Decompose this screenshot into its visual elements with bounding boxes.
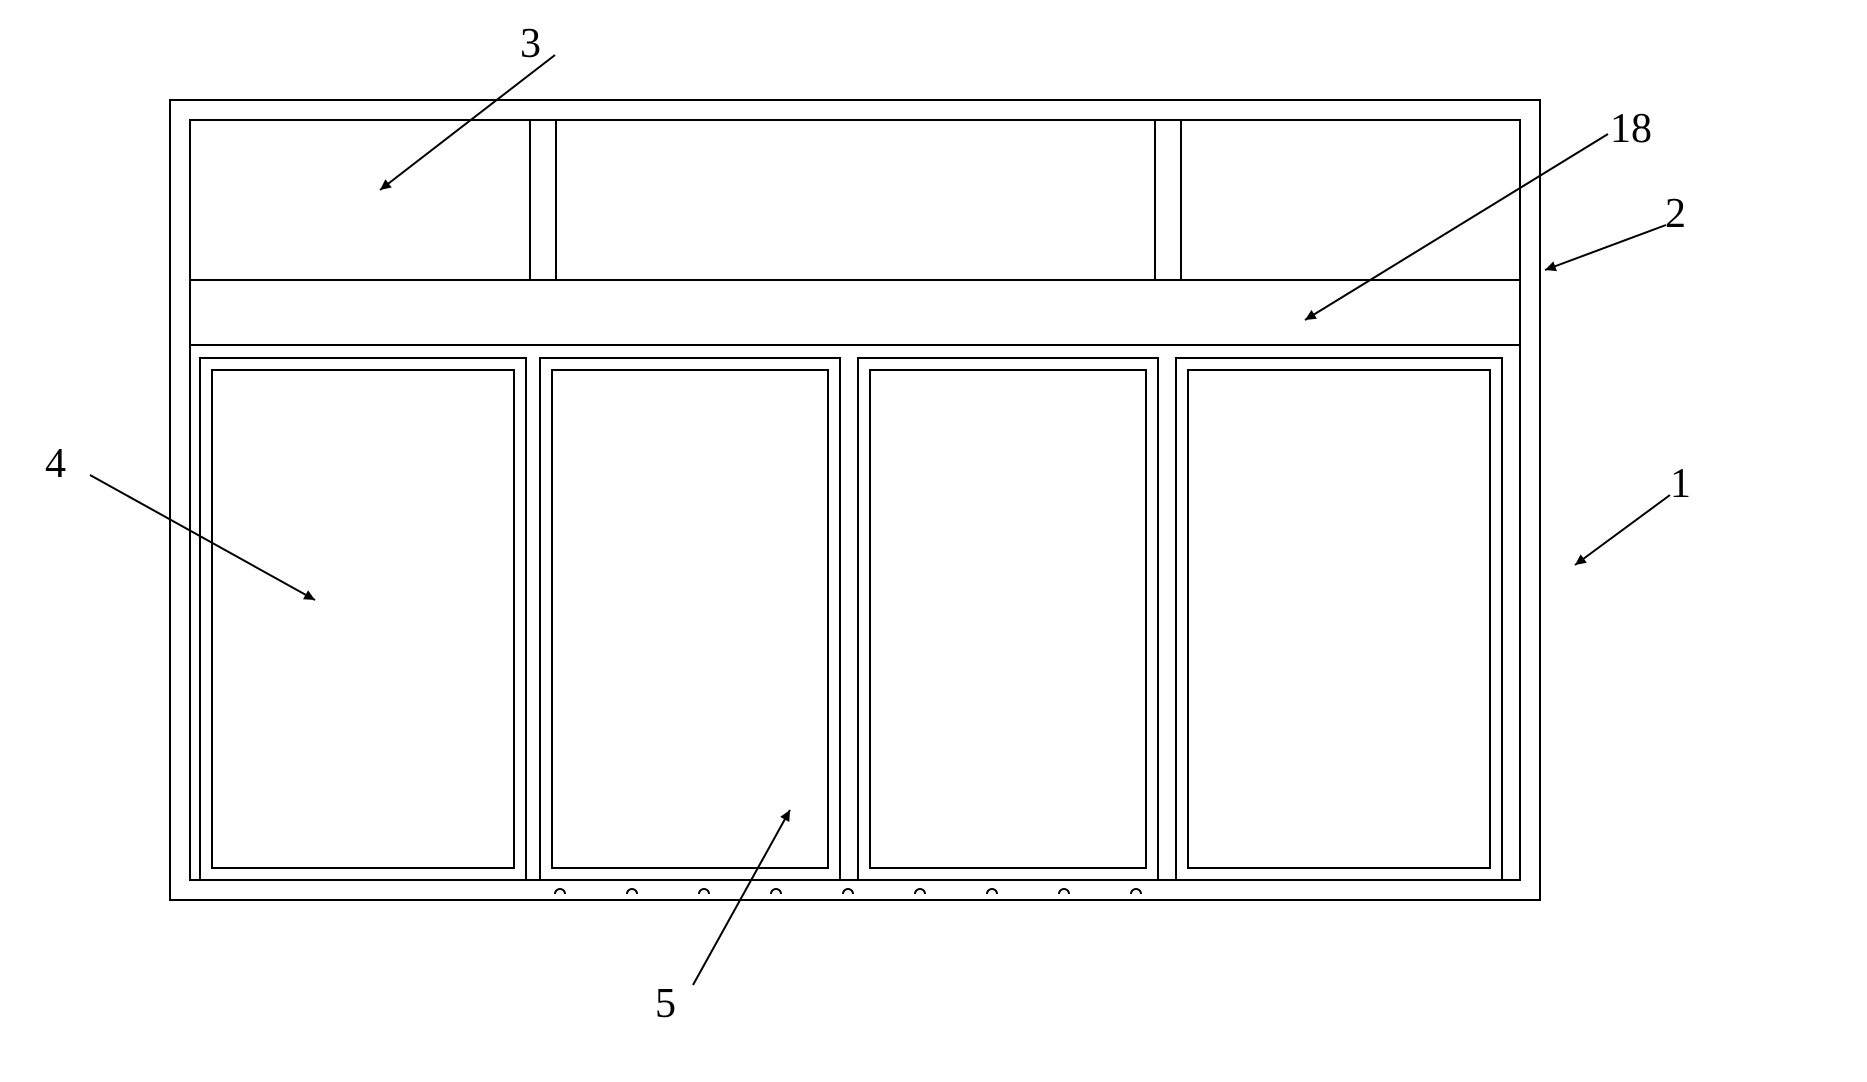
callout-label-1: 1 [1670,460,1691,508]
technical-diagram [0,0,1867,1082]
diagram-svg [0,0,1867,1082]
callout-label-5: 5 [655,980,676,1028]
callout-label-2: 2 [1665,190,1686,238]
callout-label-18: 18 [1610,105,1652,153]
callout-label-3: 3 [520,20,541,68]
callout-label-4: 4 [45,440,66,488]
